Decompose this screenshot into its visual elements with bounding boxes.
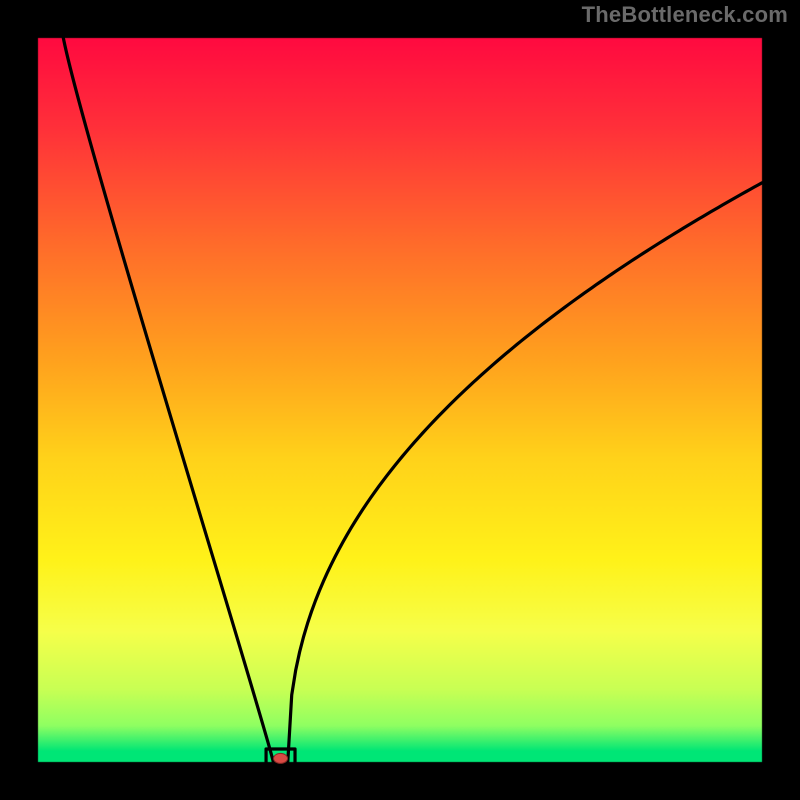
minimum-marker <box>274 753 288 763</box>
curve-segment <box>288 183 762 762</box>
curve-segment <box>63 38 273 762</box>
watermark-text: TheBottleneck.com <box>582 2 788 28</box>
chart-overlay <box>0 0 800 800</box>
chart-container: TheBottleneck.com <box>0 0 800 800</box>
